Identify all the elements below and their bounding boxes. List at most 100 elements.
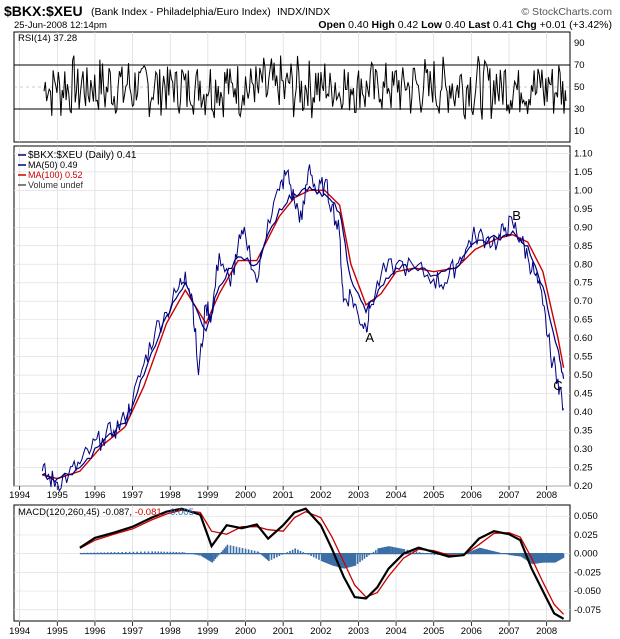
year-label-2000: 2000: [235, 490, 256, 501]
histogram-bar: [203, 553, 206, 558]
histogram-bar: [107, 552, 109, 554]
histogram-bar: [265, 553, 268, 560]
histogram-bar: [337, 553, 340, 568]
macd-tick-label: -0.050: [574, 586, 601, 597]
price-tick-label: 0.25: [574, 463, 593, 474]
histogram-bar: [291, 549, 294, 554]
histogram-bar: [533, 553, 536, 564]
year-label-1997: 1997: [122, 490, 143, 501]
histogram-bar: [363, 553, 366, 559]
histogram-bar: [294, 548, 296, 554]
histogram-bar: [516, 553, 519, 557]
histogram-bar: [402, 548, 404, 554]
histogram-bar: [273, 553, 275, 559]
histogram-bar: [510, 553, 512, 556]
histogram-bar: [226, 544, 229, 554]
histogram-bar: [483, 548, 485, 554]
histogram-bar: [509, 553, 511, 556]
histogram-bar: [250, 550, 253, 554]
histogram-bar: [539, 553, 542, 563]
histogram-bar: [299, 551, 302, 554]
histogram-bar: [396, 547, 398, 554]
histogram-bar: [328, 553, 331, 565]
histogram-bar: [381, 547, 384, 554]
histogram-bar: [262, 553, 264, 557]
histogram-bar: [513, 553, 516, 556]
year-label-2001: 2001: [273, 626, 294, 637]
annotation-C: C: [553, 378, 562, 393]
year-label-2004: 2004: [386, 490, 407, 501]
histogram-bar: [341, 553, 343, 568]
year-label-1995: 1995: [47, 490, 68, 501]
year-label-2008: 2008: [536, 490, 557, 501]
histogram-bar: [325, 553, 327, 563]
histogram-bar: [169, 551, 172, 554]
macd-tick-label: -0.075: [574, 605, 601, 616]
histogram-bar: [528, 553, 530, 562]
histogram-bar: [546, 553, 548, 563]
histogram-bar: [100, 552, 102, 554]
histogram-bar: [484, 549, 487, 554]
histogram-bar: [532, 553, 535, 564]
histogram-bar: [326, 553, 328, 564]
rsi-axis: 90 70 50 30 10: [574, 38, 585, 137]
histogram-bar: [511, 553, 513, 556]
histogram-bar: [512, 553, 514, 556]
histogram-bar: [495, 551, 498, 554]
rsi-label: RSI(14) 37.28: [18, 33, 77, 44]
histogram-bar: [554, 553, 556, 563]
histogram-bar: [553, 553, 555, 563]
histogram-bar: [329, 553, 332, 565]
histogram-bar: [486, 549, 488, 554]
histogram-bar: [206, 553, 208, 560]
histogram-bar: [270, 553, 273, 560]
histogram-bar: [217, 553, 220, 556]
histogram-bar: [264, 553, 267, 559]
histogram-bar: [475, 548, 478, 554]
histogram-bar: [214, 553, 217, 559]
histogram-bar: [223, 548, 226, 554]
histogram-bar: [551, 553, 554, 563]
histogram-bar: [487, 549, 490, 554]
price-tick-label: 0.80: [574, 259, 593, 270]
histogram-bar: [216, 553, 218, 558]
histogram-bar: [368, 553, 370, 556]
histogram-bar: [378, 548, 380, 554]
year-label-1994: 1994: [9, 626, 30, 637]
histogram-bar: [276, 553, 278, 558]
histogram-bar: [229, 545, 232, 554]
histogram-bar: [400, 548, 403, 554]
histogram-bar: [220, 551, 223, 554]
histogram-bar: [321, 553, 324, 562]
histogram-bar: [343, 553, 345, 569]
histogram-bar: [477, 548, 479, 554]
histogram-bar: [544, 553, 546, 563]
year-label-2001: 2001: [273, 490, 294, 501]
year-label-2006: 2006: [461, 626, 482, 637]
histogram-bar: [490, 550, 493, 554]
histogram-bar: [359, 553, 361, 563]
histogram-bar: [110, 552, 112, 554]
histogram-bar: [209, 553, 211, 562]
histogram-bar: [349, 553, 351, 568]
histogram-bar: [297, 549, 299, 554]
histogram-bar: [366, 553, 368, 557]
macd-label: MACD(120,260,45) -0.087, -0.081, -0.005: [18, 507, 194, 518]
legend-entry: $BKX:$XEU (Daily) 0.41: [28, 150, 137, 161]
price-tick-label: 0.65: [574, 315, 593, 326]
histogram-bar: [433, 553, 436, 556]
histogram-bar: [472, 550, 475, 554]
histogram-bar: [143, 551, 146, 554]
histogram-bar: [136, 551, 138, 554]
legend-entry: MA(50) 0.49: [28, 160, 78, 170]
histogram-bar: [157, 551, 159, 554]
year-label-1995: 1995: [47, 626, 68, 637]
histogram-bar: [522, 553, 525, 559]
histogram-bar: [379, 548, 382, 554]
annotation-B: B: [512, 208, 521, 223]
histogram-bar: [140, 551, 142, 554]
histogram-bar: [542, 553, 545, 563]
histogram-bar: [263, 553, 266, 558]
year-label-1999: 1999: [197, 490, 218, 501]
histogram-bar: [558, 553, 561, 560]
